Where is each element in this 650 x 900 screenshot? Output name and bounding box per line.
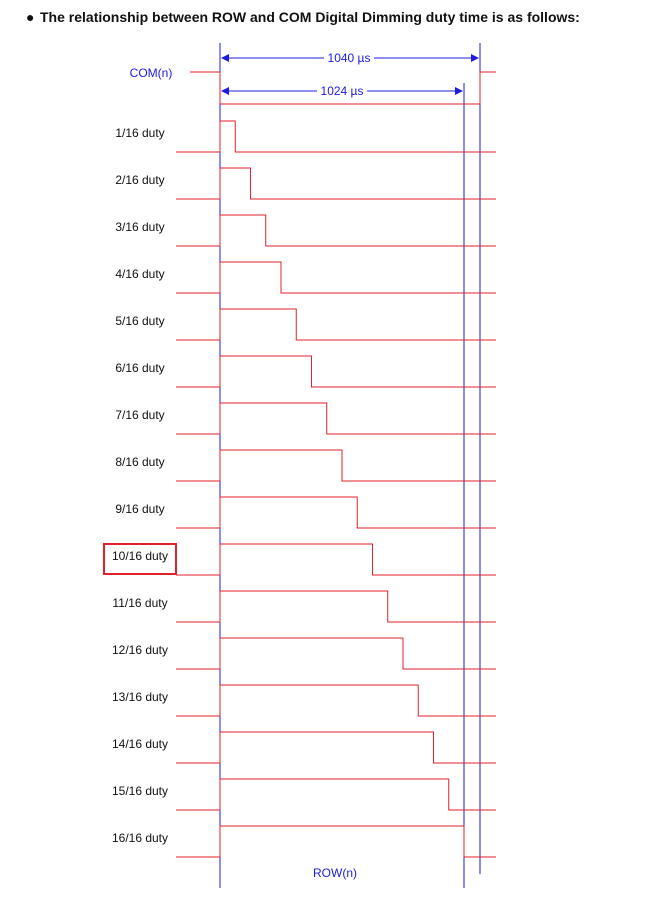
duty-row: 12/16 duty	[112, 637, 496, 670]
duty-waveform	[176, 684, 496, 717]
duty-waveform	[176, 355, 496, 388]
duty-waveform	[176, 543, 496, 576]
duty-row: 2/16 duty	[115, 167, 496, 200]
dimension-label-1024: 1024 µs	[321, 84, 364, 98]
dimension-label-1040: 1040 µs	[328, 51, 371, 65]
duty-row: 16/16 duty	[112, 825, 496, 858]
duty-row: 9/16 duty	[115, 496, 496, 529]
com-waveform	[190, 71, 496, 105]
duty-row: 14/16 duty	[112, 731, 496, 764]
duty-waveform	[176, 496, 496, 529]
duty-row: 10/16 duty	[103, 543, 496, 576]
duty-row: 13/16 duty	[112, 684, 496, 717]
duty-row: 15/16 duty	[112, 778, 496, 811]
duty-waveform	[176, 590, 496, 623]
duty-row: 1/16 duty	[115, 120, 496, 153]
duty-label: 11/16 duty	[112, 596, 167, 610]
duty-row: 8/16 duty	[115, 449, 496, 482]
heading: ● The relationship between ROW and COM Di…	[26, 9, 580, 25]
highlight-box	[103, 543, 177, 575]
duty-row: 6/16 duty	[115, 355, 496, 388]
duty-rows: 1/16 duty 2/16 duty 3/16 duty 4/16 duty 5/16…	[103, 120, 496, 858]
duty-label: 14/16 duty	[112, 737, 168, 751]
duty-row: 4/16 duty	[115, 261, 496, 294]
duty-waveform	[176, 637, 496, 670]
duty-label: 9/16 duty	[115, 502, 164, 516]
duty-waveform	[176, 449, 496, 482]
duty-label: 15/16 duty	[112, 784, 168, 798]
dimension-label-1024-bg	[317, 83, 367, 98]
row-label: ROW(n)	[313, 866, 357, 880]
com-label: COM(n)	[130, 66, 173, 80]
duty-label: 13/16 duty	[112, 690, 168, 704]
bullet-icon: ●	[26, 9, 35, 25]
duty-label: 4/16 duty	[115, 267, 164, 281]
duty-row: 11/16 duty	[112, 590, 496, 623]
duty-row: 7/16 duty	[115, 402, 496, 435]
duty-label: 8/16 duty	[115, 455, 164, 469]
duty-label: 2/16 duty	[115, 173, 164, 187]
duty-label: 10/16 duty	[112, 549, 168, 563]
duty-waveform	[176, 167, 496, 200]
duty-waveform	[176, 120, 496, 153]
duty-waveform	[176, 308, 496, 341]
dimension-label-1040-bg	[324, 50, 374, 65]
duty-label: 1/16 duty	[115, 126, 164, 140]
duty-label: 12/16 duty	[112, 643, 168, 657]
duty-waveform	[176, 825, 496, 858]
duty-label: 5/16 duty	[115, 314, 164, 328]
duty-waveform	[176, 261, 496, 294]
duty-label: 7/16 duty	[115, 408, 164, 422]
duty-label: 3/16 duty	[115, 220, 164, 234]
heading-text: The relationship between ROW and COM Dig…	[40, 9, 580, 25]
duty-waveform	[176, 731, 496, 764]
duty-waveform	[176, 214, 496, 247]
duty-label: 16/16 duty	[112, 831, 168, 845]
duty-row: 5/16 duty	[115, 308, 496, 341]
duty-waveform	[176, 778, 496, 811]
duty-row: 3/16 duty	[115, 214, 496, 247]
duty-label: 6/16 duty	[115, 361, 164, 375]
duty-waveform	[176, 402, 496, 435]
